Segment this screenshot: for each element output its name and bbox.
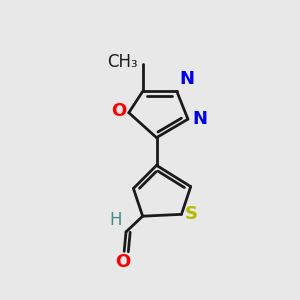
Text: H: H (110, 211, 122, 229)
Text: N: N (180, 70, 195, 88)
Text: S: S (185, 205, 198, 223)
Text: O: O (115, 253, 130, 271)
Text: CH₃: CH₃ (107, 53, 138, 71)
Text: O: O (111, 102, 126, 120)
Text: N: N (193, 110, 208, 128)
